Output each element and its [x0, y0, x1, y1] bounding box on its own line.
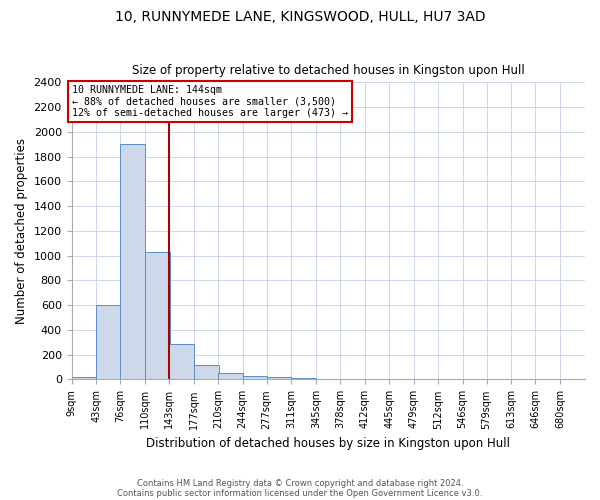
- Bar: [169, 344, 194, 380]
- X-axis label: Distribution of detached houses by size in Kingston upon Hull: Distribution of detached houses by size …: [146, 437, 510, 450]
- Bar: [292, 378, 316, 380]
- Bar: [194, 364, 218, 380]
- Bar: [316, 379, 341, 380]
- Text: Contains public sector information licensed under the Open Government Licence v3: Contains public sector information licen…: [118, 488, 482, 498]
- Title: Size of property relative to detached houses in Kingston upon Hull: Size of property relative to detached ho…: [132, 64, 524, 77]
- Text: 10 RUNNYMEDE LANE: 144sqm
← 88% of detached houses are smaller (3,500)
12% of se: 10 RUNNYMEDE LANE: 144sqm ← 88% of detac…: [72, 85, 348, 118]
- Bar: [267, 377, 292, 380]
- Bar: [71, 377, 96, 380]
- Text: Contains HM Land Registry data © Crown copyright and database right 2024.: Contains HM Land Registry data © Crown c…: [137, 478, 463, 488]
- Bar: [218, 374, 242, 380]
- Bar: [145, 252, 170, 380]
- Bar: [121, 144, 145, 380]
- Bar: [96, 305, 121, 380]
- Y-axis label: Number of detached properties: Number of detached properties: [15, 138, 28, 324]
- Bar: [242, 376, 268, 380]
- Text: 10, RUNNYMEDE LANE, KINGSWOOD, HULL, HU7 3AD: 10, RUNNYMEDE LANE, KINGSWOOD, HULL, HU7…: [115, 10, 485, 24]
